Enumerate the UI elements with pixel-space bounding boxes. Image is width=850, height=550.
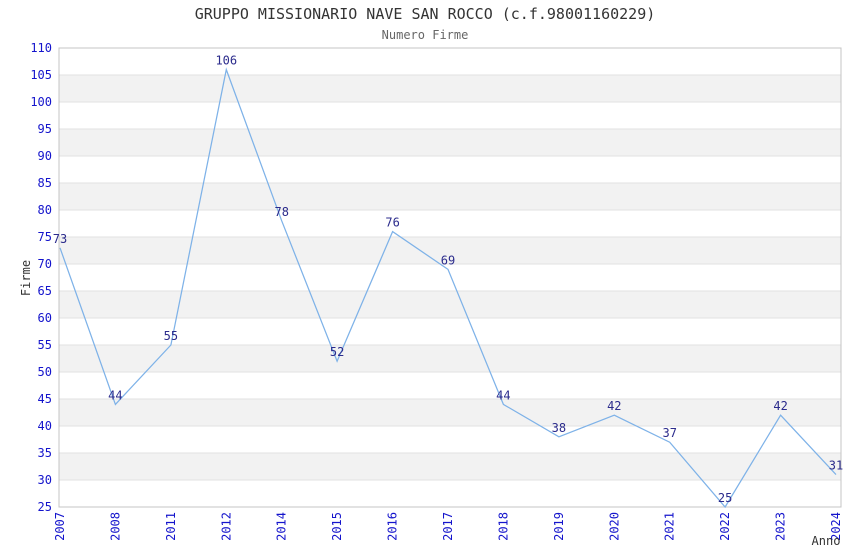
- x-tick-label: 2024: [829, 512, 843, 541]
- data-point-label: 69: [441, 253, 455, 267]
- grid-band: [59, 399, 841, 426]
- x-tick-label: 2016: [386, 512, 400, 541]
- y-tick-label: 70: [38, 257, 52, 271]
- y-tick-label: 50: [38, 365, 52, 379]
- data-point-label: 78: [274, 205, 288, 219]
- chart-title: GRUPPO MISSIONARIO NAVE SAN ROCCO (c.f.9…: [194, 5, 656, 23]
- x-tick-label: 2017: [441, 512, 455, 541]
- y-tick-label: 95: [38, 122, 52, 136]
- grid-band: [59, 291, 841, 318]
- data-point-label: 55: [164, 329, 178, 343]
- y-tick-label: 110: [30, 41, 52, 55]
- grid-band: [59, 453, 841, 480]
- y-axis-title: Firme: [19, 260, 33, 296]
- y-tick-label: 80: [38, 203, 52, 217]
- x-tick-label: 2021: [663, 512, 677, 541]
- data-point-label: 44: [108, 388, 122, 402]
- data-point-label: 31: [829, 459, 843, 473]
- series-line: [59, 67, 837, 509]
- y-tick-label: 25: [38, 500, 52, 514]
- x-tick-label: 2008: [108, 512, 122, 541]
- x-tick-label: 2022: [718, 512, 732, 541]
- data-point-label: 106: [215, 54, 237, 68]
- grid-band: [59, 129, 841, 156]
- grid-band: [59, 345, 841, 372]
- data-point-label: 38: [552, 421, 566, 435]
- chart-subtitle: Numero Firme: [381, 28, 469, 42]
- y-tick-label: 90: [38, 149, 52, 163]
- x-tick-label: 2007: [53, 512, 67, 541]
- x-tick-label: 2019: [552, 512, 566, 541]
- y-tick-label: 105: [30, 68, 52, 82]
- y-tick-label: 75: [38, 230, 52, 244]
- y-tick-label: 55: [38, 338, 52, 352]
- series-line-group: [59, 67, 837, 509]
- gridlines: [59, 47, 841, 508]
- data-point-label: 73: [53, 232, 67, 246]
- data-point-label: 52: [330, 345, 344, 359]
- y-tick-label: 35: [38, 446, 52, 460]
- x-axis-labels: 2007 2008 2011 2012 2014 2015 2016 2017 2018 2019…: [53, 512, 843, 541]
- y-tick-label: 85: [38, 176, 52, 190]
- x-tick-label: 2014: [275, 512, 289, 541]
- x-tick-label: 2023: [774, 512, 788, 541]
- y-tick-label: 30: [38, 473, 52, 487]
- y-tick-label: 60: [38, 311, 52, 325]
- y-axis-labels: 110 105 100 95 90 85 80 75 70 65 60 55 50 45 40 35 30 25: [30, 41, 52, 514]
- y-tick-label: 40: [38, 419, 52, 433]
- grid-band: [59, 75, 841, 102]
- data-point-label: 42: [607, 399, 621, 413]
- data-point-label: 25: [718, 491, 732, 505]
- data-point-label: 42: [773, 399, 787, 413]
- plot-bands: [59, 75, 841, 480]
- data-point-label: 44: [496, 388, 510, 402]
- grid-band: [59, 183, 841, 210]
- x-tick-label: 2015: [330, 512, 344, 541]
- x-tick-label: 2018: [496, 512, 510, 541]
- x-axis-title: Anno: [812, 534, 841, 548]
- data-point-label: 37: [662, 426, 676, 440]
- x-tick-label: 2011: [164, 512, 178, 541]
- y-tick-label: 45: [38, 392, 52, 406]
- x-tick-label: 2020: [607, 512, 621, 541]
- data-point-label: 76: [385, 216, 399, 230]
- x-tick-label: 2012: [219, 512, 233, 541]
- y-tick-label: 65: [38, 284, 52, 298]
- data-labels: 73 44 55 106 78 52 76 69 44 38 42 37 25 42 31: [53, 54, 843, 505]
- plot-border: [58, 47, 842, 508]
- y-tick-label: 100: [30, 95, 52, 109]
